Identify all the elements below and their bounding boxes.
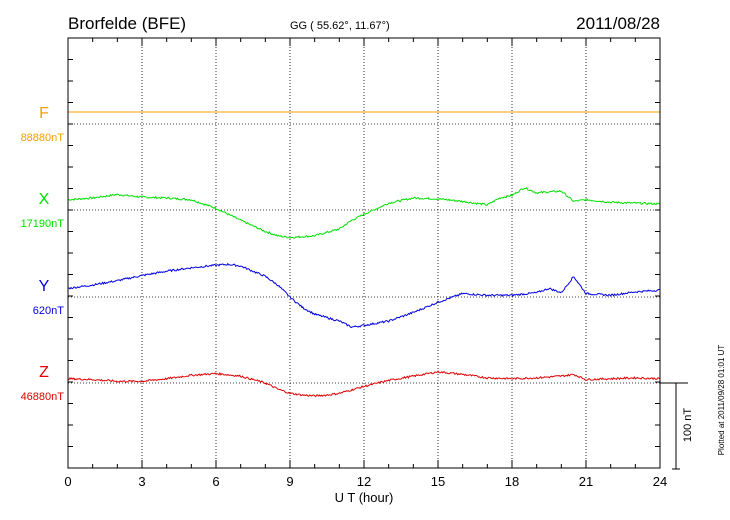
series-name-y: Y [39, 278, 50, 295]
x-tick-label: 24 [653, 474, 667, 489]
series-name-f: F [39, 105, 49, 122]
x-tick-label: 3 [138, 474, 145, 489]
scale-bar: 100 nT [660, 382, 694, 470]
series-lines [67, 111, 661, 398]
series-line-x [67, 186, 661, 239]
scale-bar-label: 100 nT [682, 408, 694, 443]
x-tick-label: 15 [431, 474, 445, 489]
series-baseline-x: 17190nT [21, 218, 65, 230]
chart-subtitle: GG ( 55.62°, 11.67°) [290, 20, 390, 32]
x-axis-label: U T (hour) [335, 490, 394, 505]
series-name-x: X [39, 191, 50, 208]
x-tick-label: 0 [64, 474, 71, 489]
series-labels: F 88880nT X 17190nT Y 620nT Z 46880nT [21, 105, 65, 403]
series-baseline-z: 46880nT [21, 391, 65, 403]
x-tick-label: 9 [286, 474, 293, 489]
series-line-z [67, 370, 660, 398]
plot-frame [67, 37, 661, 469]
series-baseline-y: 620nT [33, 305, 64, 317]
x-tick-label: 6 [212, 474, 219, 489]
x-tick-label: 18 [505, 474, 519, 489]
chart-title: Brorfelde (BFE) [68, 14, 186, 33]
series-baseline-f: 88880nT [21, 132, 65, 144]
x-tick-labels: 0 3 6 9 12 15 18 21 24 [64, 474, 667, 489]
axis-ticks [67, 38, 661, 468]
x-tick-label: 21 [579, 474, 593, 489]
x-tick-label: 12 [357, 474, 371, 489]
series-name-z: Z [39, 364, 49, 381]
plotted-note: Plotted at 2011/09/28 01:01 UT [717, 345, 726, 456]
grid-lines [141, 38, 587, 468]
series-line-y [67, 262, 660, 329]
chart-date: 2011/08/28 [576, 14, 660, 33]
